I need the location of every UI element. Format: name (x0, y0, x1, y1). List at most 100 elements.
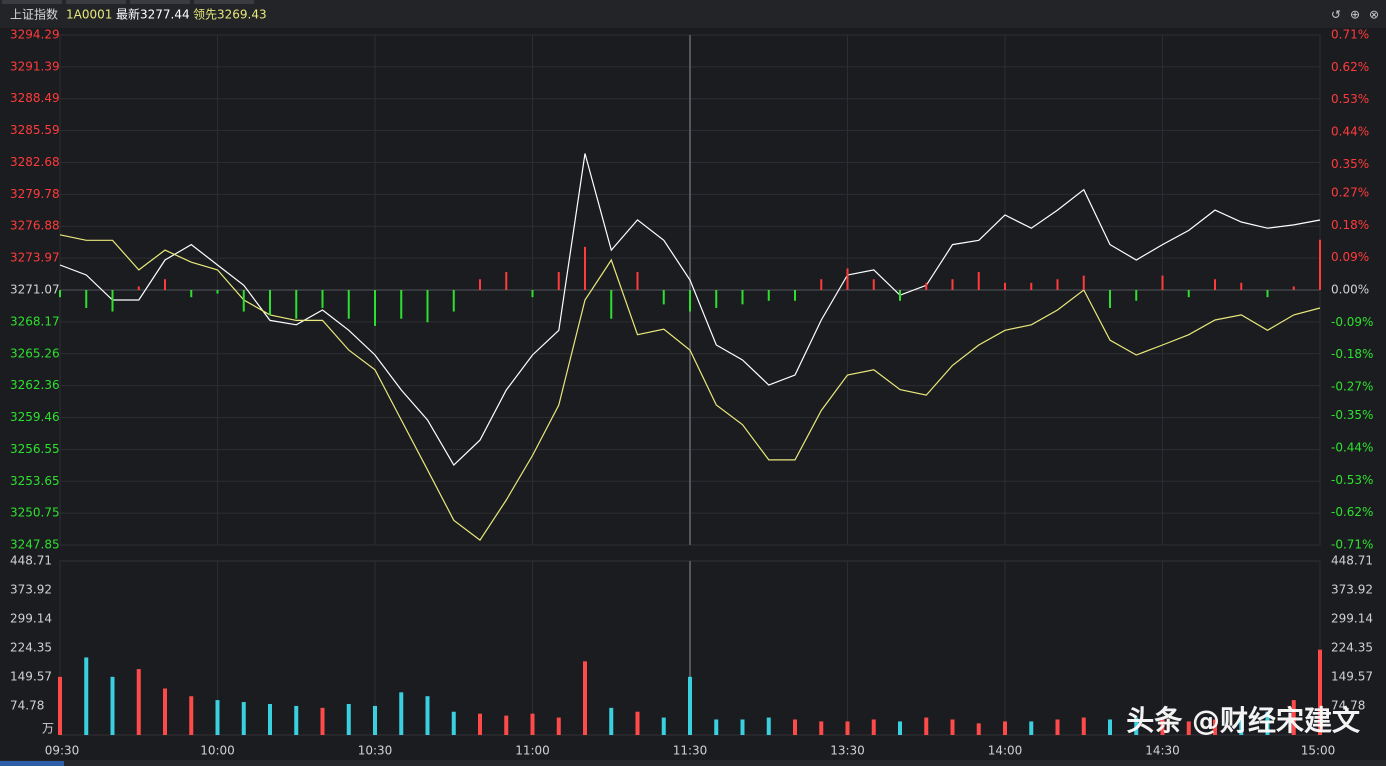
diff-bar (584, 246, 586, 290)
index-code: 1A0001 (66, 8, 112, 22)
tab[interactable] (194, 0, 254, 4)
diff-bar (400, 290, 403, 319)
diff-bar (1056, 279, 1059, 290)
bottom-bar (0, 760, 1386, 766)
diff-bar (137, 286, 140, 290)
diff-bar (347, 290, 350, 319)
diff-bar (977, 272, 980, 290)
volume-bar (819, 721, 824, 735)
y2-tick-label: -0.09% (1331, 315, 1373, 329)
volume-bar (530, 713, 535, 735)
volume-bar (373, 705, 377, 735)
diff-bar (899, 290, 901, 301)
y-tick-label: 3247.85 (10, 538, 60, 552)
y-tick-label-right: 224.35 (1331, 641, 1373, 655)
y-tick-label: 3256.55 (10, 442, 60, 456)
y2-tick-label: 0.27% (1331, 186, 1369, 200)
diff-bar (190, 290, 193, 298)
diff-bar (715, 290, 718, 308)
diff-bar (1161, 275, 1164, 290)
volume-bar (1029, 721, 1034, 735)
volume-bar (766, 717, 771, 735)
diff-bar (111, 290, 114, 312)
y-tick-label: 3285.59 (10, 123, 60, 137)
x-tick-label: 11:30 (673, 744, 708, 758)
x-tick-label: 10:00 (200, 744, 235, 758)
y2-tick-label: -0.53% (1331, 473, 1373, 487)
diff-bar (269, 290, 271, 316)
volume-bar (1318, 649, 1322, 735)
y-tick-label: 3271.07 (10, 283, 60, 297)
diff-bar (1187, 290, 1190, 298)
y2-tick-label: -0.35% (1331, 408, 1373, 422)
y-tick-label: 3253.65 (10, 474, 60, 488)
unit-label: 万 (42, 722, 54, 736)
y-tick-label: 373.92 (10, 583, 52, 597)
tab[interactable] (2, 0, 62, 4)
volume-bar (163, 688, 167, 735)
diff-bar (1292, 286, 1295, 290)
volume-bar (84, 657, 89, 735)
index-name: 上证指数 (10, 7, 58, 22)
volume-bar (136, 669, 141, 735)
tab[interactable] (66, 0, 126, 4)
diff-bar (610, 290, 613, 319)
volume-bar (504, 715, 509, 735)
y-tick-label: 224.35 (10, 641, 52, 655)
latest: 最新3277.44 (116, 7, 190, 22)
undo-button[interactable]: ↺ (1331, 8, 1341, 22)
toolbar-tabs (2, 0, 254, 4)
volume-bar (1291, 700, 1296, 735)
y-tick-label-right: 74.78 (1331, 699, 1365, 713)
volume-bar (1213, 719, 1217, 735)
volume-bar (110, 676, 115, 735)
volume-bar (871, 719, 876, 735)
volume-bar (1134, 717, 1139, 735)
diff-bar (846, 268, 849, 290)
volume-bar (399, 692, 404, 735)
y-tick-label: 3268.17 (10, 314, 60, 328)
volume-bar (1160, 719, 1165, 735)
close-button[interactable]: ⊗ (1369, 8, 1379, 22)
y2-tick-label: 0.53% (1331, 92, 1369, 106)
diff-bar (321, 290, 324, 308)
diff-bar (1030, 282, 1033, 290)
y-tick-label: 149.57 (10, 670, 52, 684)
volume-bar (688, 676, 692, 735)
volume-bar (294, 705, 299, 735)
volume-bar (661, 717, 666, 735)
volume-bar (1003, 721, 1007, 735)
y-tick-label: 3291.39 (10, 59, 60, 73)
y-tick-label: 3265.26 (10, 346, 60, 360)
y-tick-label: 299.14 (10, 612, 52, 626)
volume-bar (976, 723, 981, 735)
volume-bar (924, 717, 929, 735)
diff-bar (820, 279, 823, 290)
volume-bar (241, 702, 246, 735)
diff-bar (1135, 290, 1138, 301)
diff-bar (951, 279, 954, 290)
watermark: 头条 @财经宋建文 (1126, 704, 1360, 737)
tab[interactable] (130, 0, 190, 4)
y-tick-label: 3282.68 (10, 155, 60, 169)
bottom-tab[interactable] (0, 761, 64, 766)
diff-bar (557, 272, 560, 290)
x-tick-label: 14:00 (988, 744, 1023, 758)
zoom-button[interactable]: ⊕ (1350, 8, 1360, 22)
diff-bar (1004, 282, 1006, 290)
x-tick-label: 11:00 (515, 744, 550, 758)
y2-tick-label: -0.18% (1331, 347, 1373, 361)
volume-bar (1055, 719, 1060, 735)
y2-tick-label: -0.44% (1331, 441, 1373, 455)
y-tick-label: 3250.75 (10, 506, 60, 520)
volume-bar (714, 719, 719, 735)
diff-bar (1240, 282, 1243, 290)
diff-bar (636, 272, 639, 290)
diff-bar (531, 290, 534, 298)
volume-bar (451, 711, 456, 735)
y2-tick-label: -0.71% (1331, 538, 1373, 552)
diff-bar (59, 290, 61, 298)
volume-bar (189, 696, 194, 735)
volume-bar (268, 703, 272, 735)
